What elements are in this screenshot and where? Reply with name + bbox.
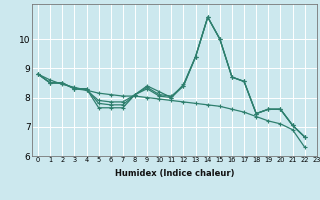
- X-axis label: Humidex (Indice chaleur): Humidex (Indice chaleur): [115, 169, 234, 178]
